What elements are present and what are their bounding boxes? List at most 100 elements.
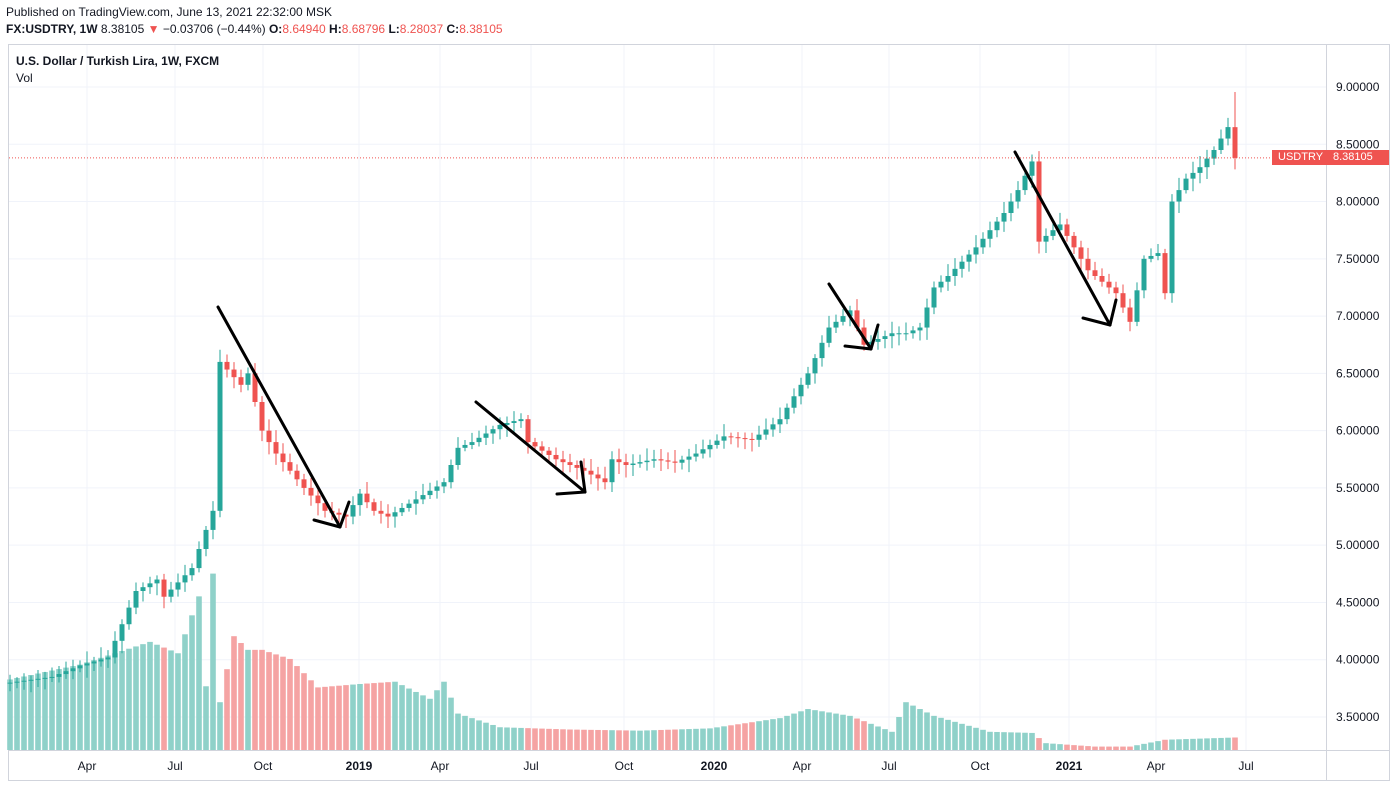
time-axis[interactable]: Apr Jul Oct 2019 Apr Jul Oct 2020 Apr Jul Oct 2021 A… (78, 759, 1254, 773)
volume-bar (231, 636, 237, 750)
volume-bar (588, 729, 594, 750)
volume-bar (441, 681, 447, 750)
candle-body (126, 607, 132, 625)
volume-bar (735, 724, 741, 750)
time-tick-label: Jul (1238, 759, 1253, 773)
candle-body (462, 444, 468, 448)
candle-body (280, 453, 286, 463)
candle-body (35, 678, 41, 680)
candle-body (336, 512, 342, 515)
volume-bar (854, 718, 860, 750)
candle-body (1225, 127, 1231, 139)
candle-body (497, 424, 503, 430)
price-axis[interactable]: 9.00000 8.50000 8.00000 7.50000 7.00000 6.500… (1336, 80, 1380, 724)
candle-body (504, 423, 510, 425)
volume-legend: Vol (16, 71, 33, 85)
volume-bar (273, 654, 279, 750)
candle-body (196, 549, 202, 569)
volume-bar (539, 728, 545, 750)
candle-body (931, 287, 937, 308)
volume-bar (833, 713, 839, 750)
volume-bar (525, 728, 531, 750)
candle-body (1001, 213, 1007, 222)
volume-bar (336, 685, 342, 750)
candle-body (476, 437, 482, 443)
candle-body (749, 438, 755, 440)
volume-bar (406, 688, 412, 750)
candle-body (301, 479, 307, 488)
candle-body (896, 333, 902, 335)
candle-body (91, 661, 97, 664)
candle-body (700, 449, 706, 454)
candle-body (140, 587, 146, 591)
candle-body (1036, 161, 1042, 242)
candle-body (1162, 253, 1168, 294)
volume-bar (952, 721, 958, 750)
volume-bar (973, 727, 979, 750)
candle-body (819, 342, 825, 359)
volume-bar (798, 711, 804, 750)
candle-body (7, 682, 13, 684)
volume-bar (623, 730, 629, 750)
candle-body (245, 373, 251, 385)
volume-bar (882, 729, 888, 750)
candle-body (406, 503, 412, 508)
candle-body (294, 470, 300, 480)
candle-body (343, 514, 349, 517)
candle-body (1127, 307, 1133, 322)
candle-body (707, 444, 713, 450)
volume-bar (609, 730, 615, 750)
candle-body (644, 460, 650, 463)
volume-bar (847, 715, 853, 750)
chart-title: U.S. Dollar / Turkish Lira, 1W, FXCM (16, 54, 220, 68)
volume-bar (413, 691, 419, 750)
volume-bar (616, 730, 622, 750)
volume-bar (56, 669, 62, 750)
volume-bar (896, 716, 902, 750)
volume-bar (154, 644, 160, 750)
volume-bar (497, 727, 503, 750)
price-tick-label: 9.00000 (1336, 80, 1380, 94)
volume-bar (70, 666, 76, 750)
candle-body (679, 459, 685, 463)
symbol-price-tag: USDTRY (1272, 150, 1330, 165)
down-arrow-icon: ▼ (147, 22, 160, 36)
candle-body (658, 459, 664, 461)
volume-bar (1043, 743, 1049, 750)
candle-body (833, 321, 839, 328)
volume-bar (434, 690, 440, 750)
price-tick-label: 8.50000 (1336, 137, 1380, 151)
volume-bar (700, 728, 706, 750)
candle-body (1106, 281, 1112, 288)
candle-body (322, 503, 328, 511)
candle-body (308, 487, 314, 496)
candle-body (980, 238, 986, 248)
candle-body (609, 459, 615, 483)
volume-bar (1029, 732, 1035, 750)
candle-body (532, 442, 538, 447)
candle-body (350, 505, 356, 517)
price-tick-label: 4.00000 (1336, 653, 1380, 667)
candle-body (903, 333, 909, 335)
candle-body (1134, 290, 1140, 322)
volume-bar (1155, 741, 1161, 750)
annotation-arrow-1 (216, 305, 342, 529)
volume-bar (980, 729, 986, 750)
candle-body (189, 568, 195, 576)
candle-body (840, 316, 846, 322)
candle-body (539, 446, 545, 451)
volume-bar (959, 723, 965, 750)
candle-body (665, 460, 671, 462)
candle-body (728, 436, 734, 438)
volume-bar (126, 648, 132, 750)
volume-bar (1085, 746, 1091, 750)
symbol-label[interactable]: FX:USDTRY, 1W (6, 22, 98, 36)
volume-bar (322, 686, 328, 750)
volume-bar (28, 675, 34, 750)
volume-bar (693, 728, 699, 750)
candle-body (875, 339, 881, 342)
volume-bar (1141, 743, 1147, 750)
volume-bar (1113, 746, 1119, 750)
volume-bar (112, 653, 118, 750)
